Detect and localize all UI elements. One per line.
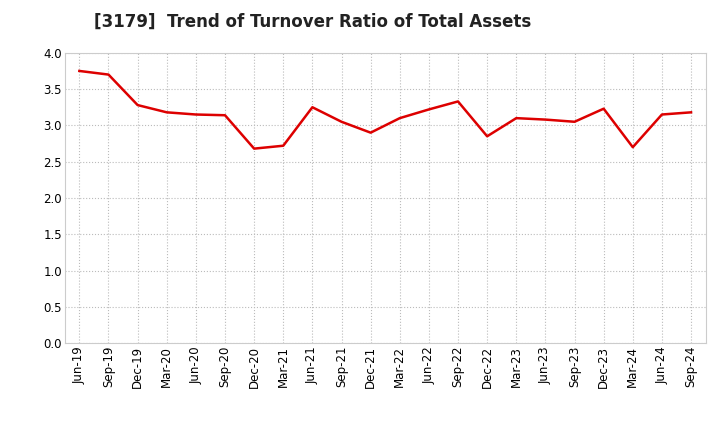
Text: [3179]  Trend of Turnover Ratio of Total Assets: [3179] Trend of Turnover Ratio of Total … (94, 13, 531, 31)
